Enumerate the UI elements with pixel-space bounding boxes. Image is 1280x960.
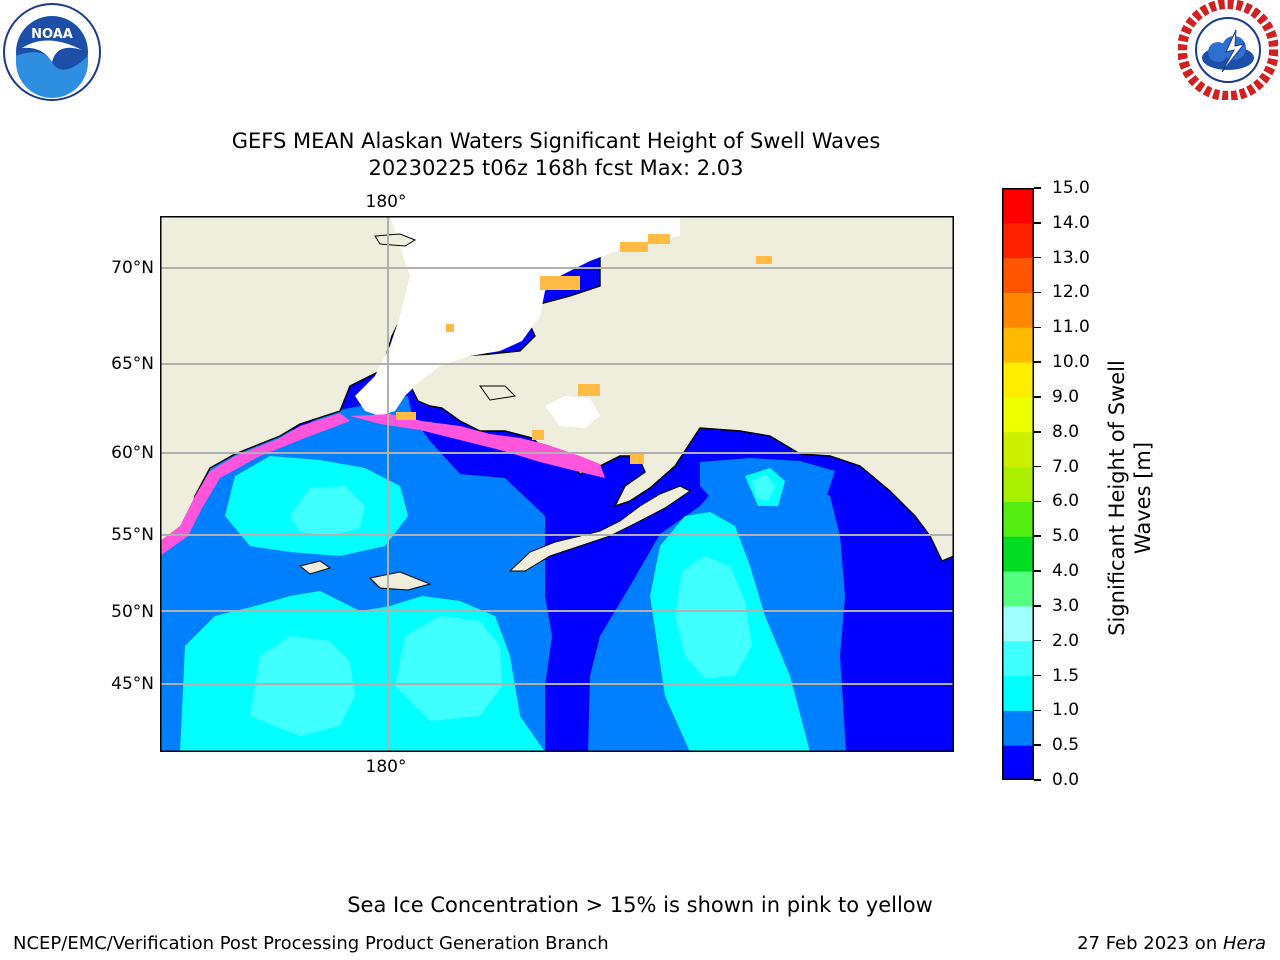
colorbar-segment: [1002, 710, 1034, 746]
lat-label-70: 70°N: [111, 258, 154, 278]
colorbar-tick-label: 1.0: [1052, 700, 1080, 721]
sea-ice-edge: [160, 413, 605, 556]
nws-logo: [1177, 0, 1279, 101]
lon-label-bottom: 180°: [365, 757, 407, 777]
colorbar: [1002, 188, 1034, 781]
sea-ice-note: Sea Ice Concentration > 15% is shown in …: [347, 893, 933, 917]
colorbar-tick-label: 3.0: [1052, 595, 1080, 616]
colorbar-segment: [1002, 640, 1034, 677]
map-frame: [160, 216, 954, 752]
date-text: 27 Feb 2023 on: [1077, 933, 1223, 954]
map-title: GEFS MEAN Alaskan Waters Significant Hei…: [231, 129, 881, 153]
credit-text: NCEP/EMC/Verification Post Processing Pr…: [13, 933, 609, 954]
no-data-sound: [545, 396, 600, 428]
colorbar-tick-mark: [1034, 639, 1041, 642]
colorbar-tick-mark: [1034, 744, 1041, 746]
sea-ice-thick: [396, 234, 772, 464]
lat-label-45: 45°N: [111, 674, 154, 694]
colorbar-tick-mark: [1034, 779, 1041, 781]
colorbar-tick-label: 0.0: [1052, 770, 1080, 790]
colorbar-tick-mark: [1034, 187, 1041, 189]
colorbar-tick-label: 6.0: [1052, 491, 1080, 512]
colorbar-segment: [1002, 605, 1034, 642]
colorbar-tick-label: 14.0: [1052, 212, 1090, 233]
colorbar-tick-mark: [1034, 222, 1041, 224]
colorbar-tick-mark: [1034, 709, 1041, 712]
colorbar-tick-mark: [1034, 674, 1041, 677]
colorbar-tick-mark: [1034, 326, 1041, 329]
colorbar-tick-label: 15.0: [1052, 178, 1090, 198]
map-svg: [160, 216, 954, 752]
colorbar-tick-label: 12.0: [1052, 282, 1090, 303]
noaa-logo: NOAA: [2, 2, 102, 102]
colorbar-segment: [1002, 188, 1034, 224]
lat-label-50: 50°N: [111, 602, 154, 622]
host-name: Hera: [1222, 933, 1266, 954]
map-subtitle: 20230225 t06z 168h fcst Max: 2.03: [368, 156, 744, 180]
colorbar-label: Significant Height of Swell Waves [m]: [1104, 298, 1156, 698]
colorbar-segment: [1002, 536, 1034, 572]
colorbar-tick-mark: [1034, 605, 1041, 607]
colorbar-tick-mark: [1034, 570, 1041, 572]
svg-text:NOAA: NOAA: [31, 27, 73, 42]
lon-label-top: 180°: [365, 192, 407, 212]
colorbar-tick-mark: [1034, 535, 1041, 537]
colorbar-tick-label: 2.0: [1052, 630, 1080, 651]
colorbar-segment: [1002, 222, 1034, 259]
colorbar-tick-label: 1.5: [1052, 665, 1080, 686]
colorbar-segment: [1002, 431, 1034, 468]
colorbar-segment: [1002, 362, 1034, 398]
colorbar-tick-label: 7.0: [1052, 456, 1080, 477]
colorbar-segment: [1002, 396, 1034, 433]
colorbar-tick-mark: [1034, 256, 1041, 259]
colorbar-tick-label: 0.5: [1052, 735, 1080, 756]
colorbar-segment: [1002, 675, 1034, 711]
date-stamp: 27 Feb 2023 on Hera: [1077, 933, 1266, 955]
colorbar-tick-label: 11.0: [1052, 317, 1090, 338]
colorbar-segment: [1002, 745, 1034, 781]
colorbar-segment: [1002, 292, 1034, 328]
lat-label-60: 60°N: [111, 443, 154, 463]
colorbar-segment: [1002, 257, 1034, 293]
colorbar-label-text: Significant Height of Swell Waves [m]: [1105, 360, 1155, 636]
graticule: [160, 216, 954, 752]
lat-label-65: 65°N: [111, 354, 154, 374]
no-data-arctic: [355, 216, 680, 416]
colorbar-segment: [1002, 327, 1034, 363]
ocean-layer-1.5-2.0: [250, 474, 776, 736]
colorbar-tick-mark: [1034, 431, 1041, 433]
colorbar-tick-label: 4.0: [1052, 561, 1080, 582]
colorbar-tick-mark: [1034, 500, 1041, 503]
colorbar-tick-mark: [1034, 361, 1041, 363]
colorbar-tick-mark: [1034, 291, 1041, 294]
colorbar-segment: [1002, 571, 1034, 607]
colorbar-tick-mark: [1034, 465, 1041, 468]
colorbar-tick-label: 5.0: [1052, 526, 1080, 547]
map-panel: [160, 216, 954, 752]
colorbar-frame: [1002, 188, 1034, 780]
colorbar-tick-label: 10.0: [1052, 352, 1090, 373]
colorbar-tick-label: 8.0: [1052, 421, 1080, 442]
colorbar-tick-label: 13.0: [1052, 247, 1090, 268]
colorbar-segment: [1002, 466, 1034, 502]
colorbar-tick-label: 9.0: [1052, 386, 1080, 407]
islands: [298, 233, 691, 591]
colorbar-svg: [1002, 188, 1034, 781]
colorbar-tick-mark: [1034, 396, 1041, 398]
colorbar-segment: [1002, 501, 1034, 537]
lat-label-55: 55°N: [111, 525, 154, 545]
